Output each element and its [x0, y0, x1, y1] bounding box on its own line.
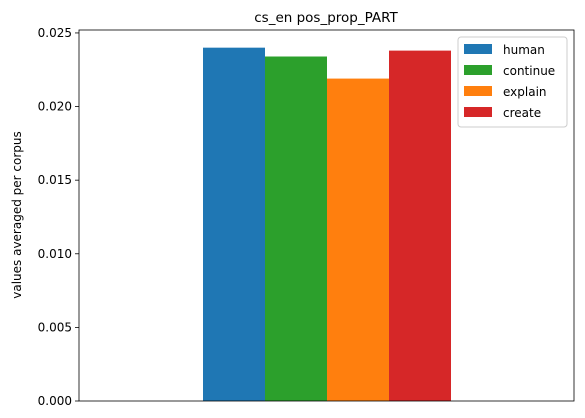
y-axis-label: values averaged per corpus [10, 131, 24, 299]
y-axis: 0.000 0.005 0.010 0.015 0.020 0.025 [38, 26, 79, 408]
legend-box [457, 36, 568, 128]
legend-swatch-continue [464, 65, 492, 75]
bar-create [389, 50, 451, 401]
y-tick-label: 0.010 [38, 247, 72, 261]
y-tick-label: 0.020 [38, 100, 72, 114]
legend-swatch-explain [464, 86, 492, 96]
plot-frame [78, 29, 575, 402]
y-tick-label: 0.015 [38, 173, 72, 187]
chart-title: cs_en pos_prop_PART [254, 10, 398, 26]
bar-human [203, 47, 265, 402]
legend-label-human: human [503, 43, 545, 57]
bar-continue [265, 56, 327, 401]
legend-swatch-create [464, 107, 492, 117]
bar-explain [327, 78, 389, 401]
legend-label-continue: continue [503, 64, 555, 78]
legend: human continue explain create [457, 36, 568, 128]
bars-group [203, 47, 451, 402]
y-tick-label: 0.025 [38, 26, 72, 40]
legend-label-explain: explain [503, 85, 547, 99]
y-tick-label: 0.000 [38, 394, 72, 408]
y-tick-label: 0.005 [38, 320, 72, 334]
legend-label-create: create [503, 106, 541, 120]
legend-swatch-human [464, 44, 492, 54]
